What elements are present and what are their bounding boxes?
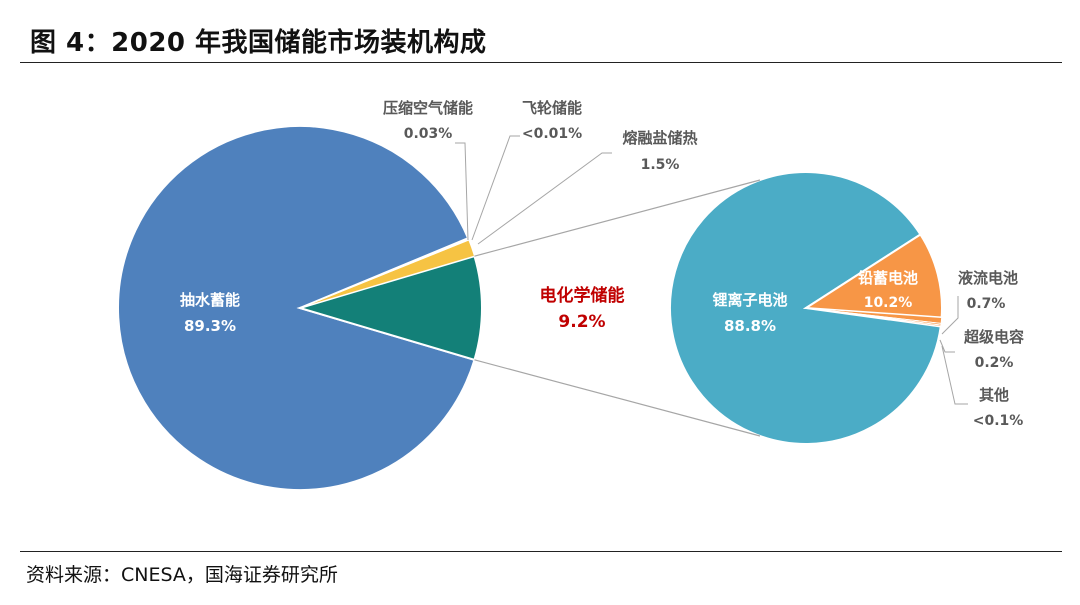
leader-flywheel [471, 135, 520, 241]
slice-lead-acid [802, 233, 944, 319]
value-lithium-ion: 88.8% [724, 317, 776, 335]
label-compressed-air: 压缩空气储能 [383, 99, 473, 117]
label-flow-battery: 液流电池 [958, 269, 1018, 287]
figure-title: 图 4：2020 年我国储能市场装机构成 [30, 28, 487, 58]
label-flywheel: 飞轮储能 [522, 99, 582, 117]
value-other: <0.1% [973, 413, 1024, 429]
slice-pumped-hydro [117, 125, 476, 491]
slice-electrochemical [296, 254, 484, 362]
source-note: 资料来源：CNESA，国海证券研究所 [26, 564, 338, 586]
label-lead-acid: 铅蓄电池 [858, 269, 918, 287]
connector-line-bottom [474, 359, 761, 437]
leader-other [941, 345, 968, 405]
label-other: 其他 [979, 386, 1009, 404]
leader-supercapacitor [939, 339, 955, 353]
leader-compressed-air [455, 142, 469, 241]
value-lead-acid: 10.2% [864, 295, 913, 311]
value-supercapacitor: 0.2% [975, 355, 1014, 371]
label-lithium-ion: 锂离子电池 [712, 291, 787, 309]
value-flywheel: <0.01% [522, 126, 582, 142]
leader-flow-battery [941, 296, 959, 335]
label-pumped-hydro: 抽水蓄能 [180, 291, 240, 309]
value-molten-salt: 1.5% [641, 157, 680, 173]
value-electrochemical: 9.2% [558, 312, 605, 332]
label-electrochemical: 电化学储能 [540, 285, 625, 306]
value-pumped-hydro: 89.3% [184, 317, 236, 335]
label-molten-salt: 熔融盐储热 [622, 129, 697, 147]
source-rule [20, 551, 1062, 552]
value-compressed-air: 0.03% [404, 126, 453, 142]
value-flow-battery: 0.7% [967, 296, 1006, 312]
slice-other [805, 307, 942, 328]
title-rule [20, 62, 1062, 63]
connector-line-top [474, 179, 761, 257]
leader-molten-salt [477, 152, 612, 245]
label-supercapacitor: 超级电容 [963, 328, 1024, 346]
